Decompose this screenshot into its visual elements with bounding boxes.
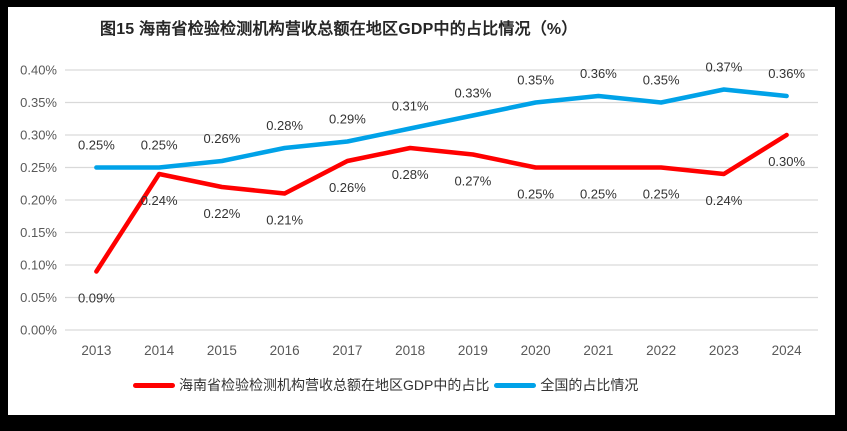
legend-swatch: [133, 382, 175, 388]
y-axis-tick-label: 0.20%: [20, 193, 57, 208]
y-axis-tick-label: 0.40%: [20, 63, 57, 78]
data-label: 0.28%: [266, 118, 303, 133]
y-axis-tick-label: 0.15%: [20, 225, 57, 240]
x-axis-tick-label: 2017: [332, 343, 362, 358]
data-label: 0.29%: [329, 112, 366, 127]
data-label: 0.28%: [392, 167, 429, 182]
x-axis-tick-label: 2021: [583, 343, 613, 358]
data-label: 0.24%: [705, 193, 742, 208]
y-axis-tick-label: 0.25%: [20, 160, 57, 175]
legend-swatch: [494, 382, 537, 388]
chart-canvas: 0.00% 0.05% 0.10% 0.15% 0.20% 0.25% 0.30% 0.35%…: [20, 60, 818, 358]
series-line-national: [94, 87, 789, 170]
legend-label: 全国的占比情况: [540, 377, 639, 393]
chart-title: 图15 海南省检验检测机构营收总额在地区GDP中的占比情况（%）: [100, 21, 578, 38]
data-label: 0.31%: [392, 99, 429, 114]
x-axis-tick-label: 2023: [709, 343, 739, 358]
data-label: 0.36%: [768, 66, 805, 81]
y-axis-tick-label: 0.35%: [20, 95, 57, 110]
data-label: 0.35%: [517, 73, 554, 88]
data-label: 0.26%: [329, 180, 366, 195]
data-label: 0.22%: [203, 206, 240, 221]
x-axis-tick-label: 2016: [270, 343, 300, 358]
data-label: 0.09%: [78, 291, 115, 306]
legend: 海南省检验检测机构营收总额在地区GDP中的占比 全国的占比情况: [133, 375, 638, 395]
x-axis-tick-label: 2013: [81, 343, 111, 358]
y-axis-tick-label: 0.05%: [20, 290, 57, 305]
data-label: 0.25%: [78, 138, 115, 153]
data-label: 0.25%: [517, 187, 554, 202]
data-label: 0.36%: [580, 66, 617, 81]
legend-label: 海南省检验检测机构营收总额在地区GDP中的占比: [179, 377, 490, 393]
x-axis-tick-label: 2015: [207, 343, 237, 358]
legend-item: 全国的占比情况: [494, 375, 638, 395]
data-label: 0.37%: [705, 60, 742, 75]
x-axis-tick-label: 2024: [772, 343, 803, 358]
data-label: 0.25%: [643, 187, 680, 202]
x-axis-tick-label: 2014: [144, 343, 175, 358]
data-label: 0.25%: [580, 187, 617, 202]
data-label: 0.27%: [454, 174, 491, 189]
data-label: 0.35%: [643, 73, 680, 88]
data-label: 0.26%: [203, 131, 240, 146]
x-axis-tick-label: 2019: [458, 343, 488, 358]
data-label: 0.24%: [141, 193, 178, 208]
data-label: 0.33%: [454, 86, 491, 101]
legend-item: 海南省检验检测机构营收总额在地区GDP中的占比: [133, 375, 489, 395]
y-axis-tick-label: 0.00%: [20, 323, 57, 338]
x-axis-tick-label: 2022: [646, 343, 676, 358]
x-axis-tick-label: 2020: [521, 343, 551, 358]
series-line-hainan: [94, 132, 789, 274]
data-label: 0.21%: [266, 213, 303, 228]
x-axis-tick-label: 2018: [395, 343, 425, 358]
chart-panel: 图15 海南省检验检测机构营收总额在地区GDP中的占比情况（%） 0.00% 0.…: [8, 7, 835, 415]
data-label: 0.25%: [141, 138, 178, 153]
data-label: 0.30%: [768, 154, 805, 169]
y-axis-tick-label: 0.30%: [20, 128, 57, 143]
y-axis-tick-label: 0.10%: [20, 258, 57, 273]
